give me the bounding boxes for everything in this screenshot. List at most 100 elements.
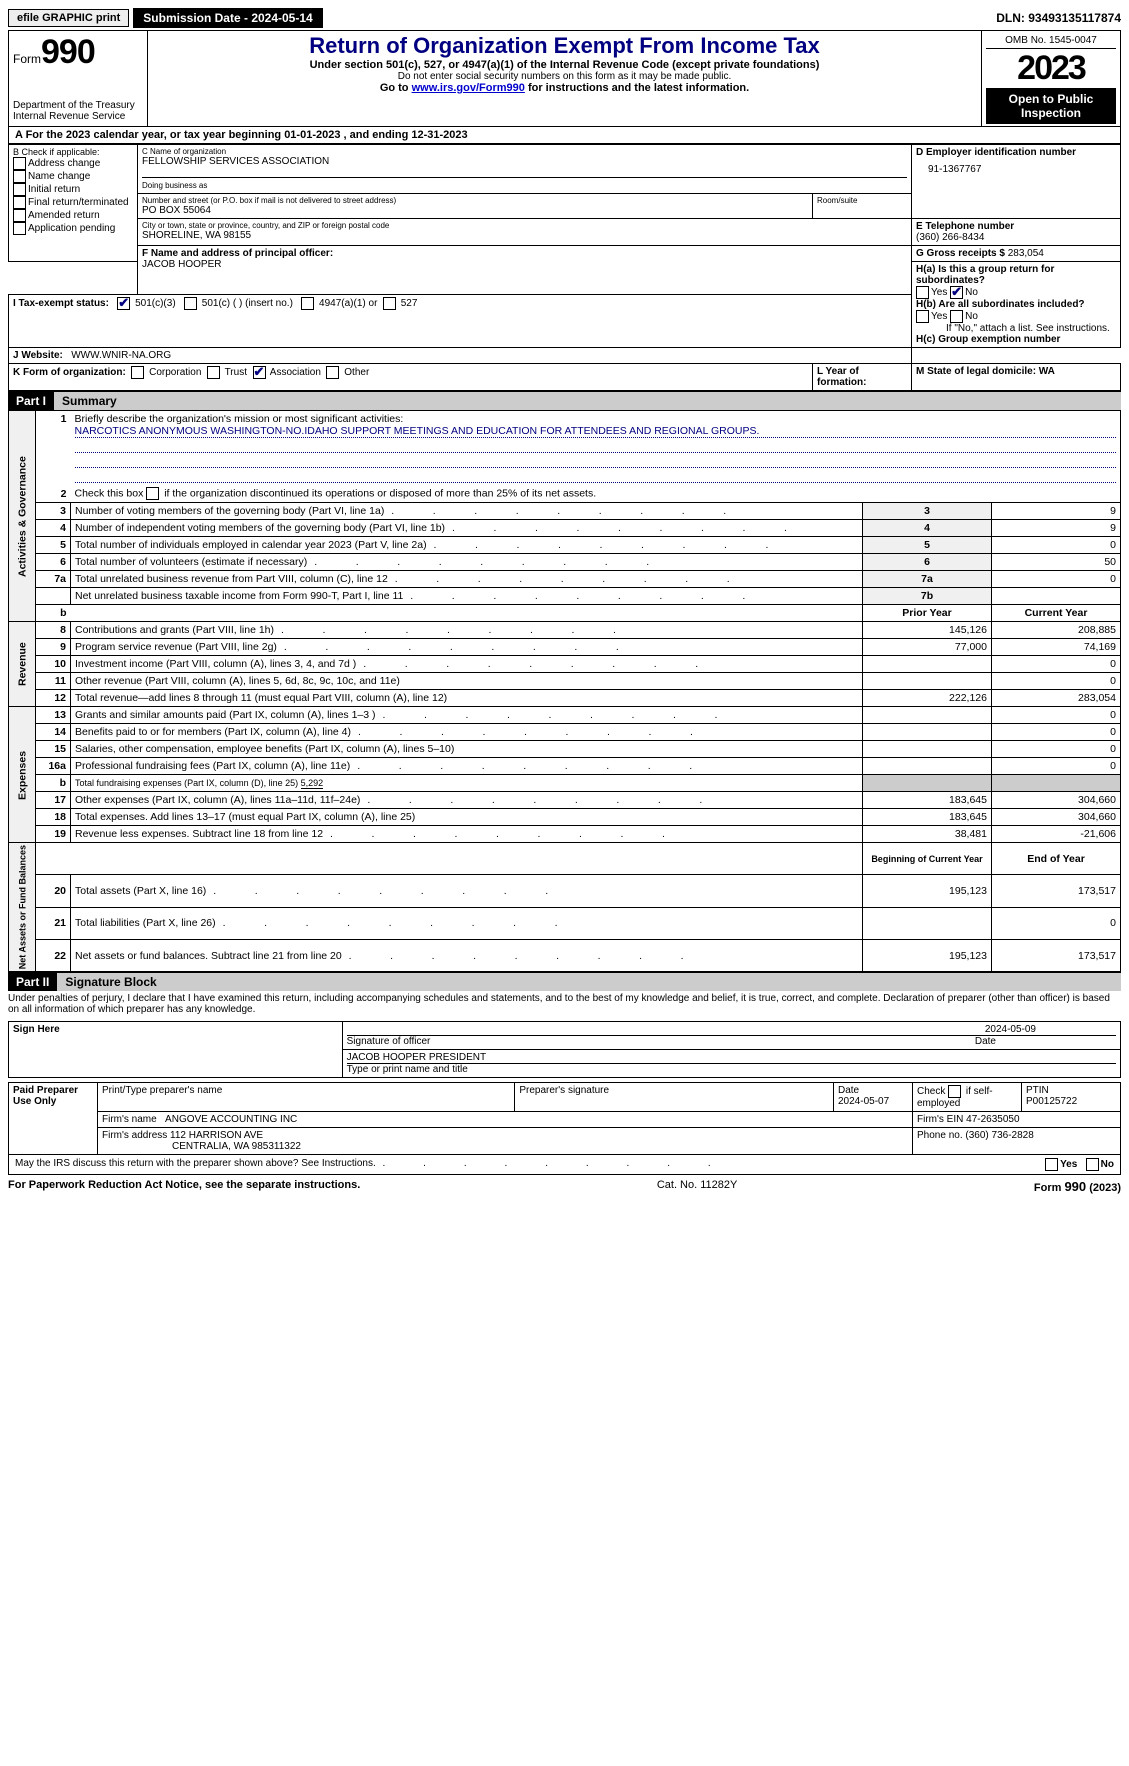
line15-text: Salaries, other compensation, employee b… [71, 741, 863, 758]
label-sig-date: Date [975, 1036, 1116, 1047]
street-address: PO BOX 55064 [142, 205, 808, 216]
signature-block: Sign Here 2024-05-09 Signature of office… [8, 1021, 1121, 1078]
efile-print-button[interactable]: efile GRAPHIC print [8, 9, 129, 27]
part1-title: Summary [54, 392, 1121, 410]
firm-ein: 47-2635050 [966, 1114, 1019, 1125]
part1-label: Part I [8, 392, 54, 410]
row-a-tax-year: A For the 2023 calendar year, or tax yea… [8, 127, 1121, 144]
part1-header-row: Part I Summary [8, 391, 1121, 410]
website: WWW.WNIR-NA.ORG [71, 350, 171, 361]
line16b-text: Total fundraising expenses (Part IX, col… [71, 775, 863, 792]
check-group-return-no[interactable] [950, 286, 963, 299]
h-a: H(a) Is this a group return for subordin… [916, 264, 1116, 299]
check-amended-return[interactable]: Amended return [13, 209, 133, 222]
check-501c3[interactable] [117, 297, 130, 310]
phone: (360) 266-8434 [916, 232, 1116, 243]
part2-label: Part II [8, 973, 57, 991]
firm-addr2: CENTRALIA, WA 985311322 [102, 1141, 301, 1152]
irs-link[interactable]: www.irs.gov/Form990 [412, 82, 525, 94]
label-gross-receipts: G Gross receipts $ [916, 248, 1005, 259]
line21-text: Total liabilities (Part X, line 26) [71, 907, 863, 939]
city-state-zip: SHORELINE, WA 98155 [142, 230, 907, 241]
line22-text: Net assets or fund balances. Subtract li… [71, 939, 863, 971]
sign-here-label: Sign Here [9, 1022, 343, 1078]
submission-date: Submission Date - 2024-05-14 [133, 8, 322, 28]
line7a-text: Total unrelated business revenue from Pa… [71, 571, 863, 588]
line10-text: Investment income (Part VIII, column (A)… [71, 656, 863, 673]
check-other[interactable] [326, 366, 339, 379]
check-4947[interactable] [301, 297, 314, 310]
line13-text: Grants and similar amounts paid (Part IX… [71, 707, 863, 724]
label-dba: Doing business as [142, 181, 207, 190]
label-org-name: C Name of organization [142, 147, 907, 156]
label-website: J Website: [13, 350, 63, 361]
form-subtitle: Under section 501(c), 527, or 4947(a)(1)… [152, 59, 977, 71]
gross-receipts: 283,054 [1008, 248, 1044, 259]
top-bar: efile GRAPHIC print Submission Date - 20… [8, 8, 1121, 28]
line6-text: Total number of volunteers (estimate if … [71, 554, 863, 571]
check-527[interactable] [383, 297, 396, 310]
line1-mission: NARCOTICS ANONYMOUS WASHINGTON-NO.IDAHO … [75, 425, 1117, 438]
part1-table: Activities & Governance 1 Briefly descri… [8, 410, 1121, 972]
h-c: H(c) Group exemption number [916, 334, 1116, 345]
paid-preparer-label: Paid Preparer Use Only [9, 1083, 98, 1155]
check-application-pending[interactable]: Application pending [13, 222, 133, 235]
label-street: Number and street (or P.O. box if mail i… [142, 196, 808, 205]
check-association[interactable] [253, 366, 266, 379]
check-trust[interactable] [207, 366, 220, 379]
side-expenses: Expenses [9, 707, 36, 843]
check-discontinued[interactable] [146, 487, 159, 500]
line19-text: Revenue less expenses. Subtract line 18 … [71, 826, 863, 843]
prep-date: 2024-05-07 [838, 1096, 889, 1107]
entity-info: B Check if applicable: Address change Na… [8, 144, 1121, 391]
check-address-change[interactable]: Address change [13, 157, 133, 170]
firm-phone: (360) 736-2828 [965, 1130, 1033, 1141]
check-final-return[interactable]: Final return/terminated [13, 196, 133, 209]
state-domicile: M State of legal domicile: WA [912, 364, 1121, 391]
page-footer: For Paperwork Reduction Act Notice, see … [8, 1179, 1121, 1194]
side-revenue: Revenue [9, 622, 36, 707]
col-current: Current Year [992, 605, 1121, 622]
line2: Check this box Check this box if the org… [71, 485, 1121, 503]
line17-text: Other expenses (Part IX, column (A), lin… [71, 792, 863, 809]
form-ref: Form 990 (2023) [1034, 1179, 1121, 1194]
form-title: Return of Organization Exempt From Incom… [152, 33, 977, 59]
line20-text: Total assets (Part X, line 16) [71, 875, 863, 907]
line16a-text: Professional fundraising fees (Part IX, … [71, 758, 863, 775]
line5-text: Total number of individuals employed in … [71, 537, 863, 554]
line7a-val: 0 [992, 571, 1121, 588]
firm-name: ANGOVE ACCOUNTING INC [165, 1114, 297, 1125]
line8-text: Contributions and grants (Part VIII, lin… [71, 622, 863, 639]
check-corporation[interactable] [131, 366, 144, 379]
officer-name: JACOB HOOPER [142, 259, 907, 270]
check-discuss-no[interactable] [1086, 1158, 1099, 1171]
col-begin: Beginning of Current Year [863, 843, 992, 875]
label-form-org: K Form of organization: [13, 367, 126, 378]
line4-val: 9 [992, 520, 1121, 537]
line7b-val [992, 588, 1121, 605]
side-net-assets: Net Assets or Fund Balances [9, 843, 36, 972]
check-discuss-yes[interactable] [1045, 1158, 1058, 1171]
line12-text: Total revenue—add lines 8 through 11 (mu… [71, 690, 863, 707]
label-room: Room/suite [817, 196, 907, 205]
check-501c[interactable] [184, 297, 197, 310]
officer-signature: JACOB HOOPER PRESIDENT [347, 1052, 1116, 1064]
line1-label: Briefly describe the organization's miss… [75, 413, 1117, 425]
line18-text: Total expenses. Add lines 13–17 (must eq… [71, 809, 863, 826]
check-initial-return[interactable]: Initial return [13, 183, 133, 196]
h-b-note: If "No," attach a list. See instructions… [916, 323, 1116, 334]
dept-treasury: Department of the Treasury [13, 100, 143, 111]
label-city: City or town, state or province, country… [142, 221, 907, 230]
line9-text: Program service revenue (Part VIII, line… [71, 639, 863, 656]
h-b: H(b) Are all subordinates included? Yes … [916, 299, 1116, 323]
line6-val: 50 [992, 554, 1121, 571]
side-governance: Activities & Governance [9, 411, 36, 622]
sig-date: 2024-05-09 [985, 1024, 1116, 1035]
firm-addr1: 112 HARRISON AVE [170, 1130, 263, 1141]
check-name-change[interactable]: Name change [13, 170, 133, 183]
label-ein: D Employer identification number [916, 147, 1116, 158]
preparer-block: Paid Preparer Use Only Print/Type prepar… [8, 1082, 1121, 1155]
check-self-employed[interactable] [948, 1085, 961, 1098]
part2-header-row: Part II Signature Block [8, 972, 1121, 991]
omb-number: OMB No. 1545-0047 [986, 33, 1116, 49]
